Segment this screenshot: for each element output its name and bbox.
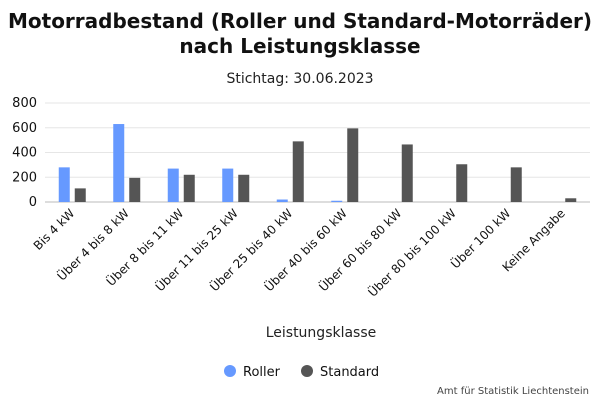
legend-marker-standard [301, 365, 313, 377]
bar-standard-0 [74, 188, 86, 202]
chart-title-line-2: nach Leistungsklasse [179, 34, 420, 58]
legend-label-roller: Roller [243, 365, 281, 380]
y-tick-label-400: 400 [12, 146, 37, 161]
bar-standard-1 [129, 177, 141, 202]
x-tick-label-0: Bis 4 kW [31, 206, 78, 253]
bar-standard-5 [347, 128, 359, 202]
chart-title-line-1: Motorradbestand (Roller und Standard-Mot… [8, 9, 592, 33]
bar-standard-7 [456, 164, 468, 202]
legend-label-standard: Standard [320, 365, 379, 380]
x-tick-label-7: Über 80 bis 100 kW [364, 205, 459, 300]
legend: Roller Standard [224, 365, 379, 380]
bars [58, 124, 577, 202]
bar-standard-2 [183, 174, 195, 202]
bar-standard-3 [238, 174, 250, 202]
bar-standard-9 [565, 198, 577, 202]
source-credit: Amt für Statistik Liechtenstein [437, 386, 589, 397]
y-tick-label-0: 0 [29, 195, 37, 210]
grid-lines [45, 102, 590, 203]
y-tick-label-600: 600 [12, 121, 37, 136]
bar-standard-4 [292, 141, 304, 202]
bar-roller-2 [167, 168, 179, 202]
bar-roller-5 [331, 200, 343, 202]
legend-marker-roller [224, 365, 236, 377]
y-axis-ticks: 0 200 400 600 800 [12, 96, 37, 210]
bar-roller-3 [222, 168, 234, 202]
bar-roller-4 [276, 199, 288, 202]
bar-standard-6 [401, 144, 413, 202]
bar-roller-1 [113, 124, 125, 202]
chart-subtitle: Stichtag: 30.06.2023 [226, 71, 373, 87]
y-tick-label-200: 200 [12, 170, 37, 185]
bar-standard-8 [510, 167, 522, 202]
bar-roller-0 [58, 167, 70, 202]
x-axis-label: Leistungsklasse [266, 325, 377, 341]
y-tick-label-800: 800 [12, 96, 37, 111]
